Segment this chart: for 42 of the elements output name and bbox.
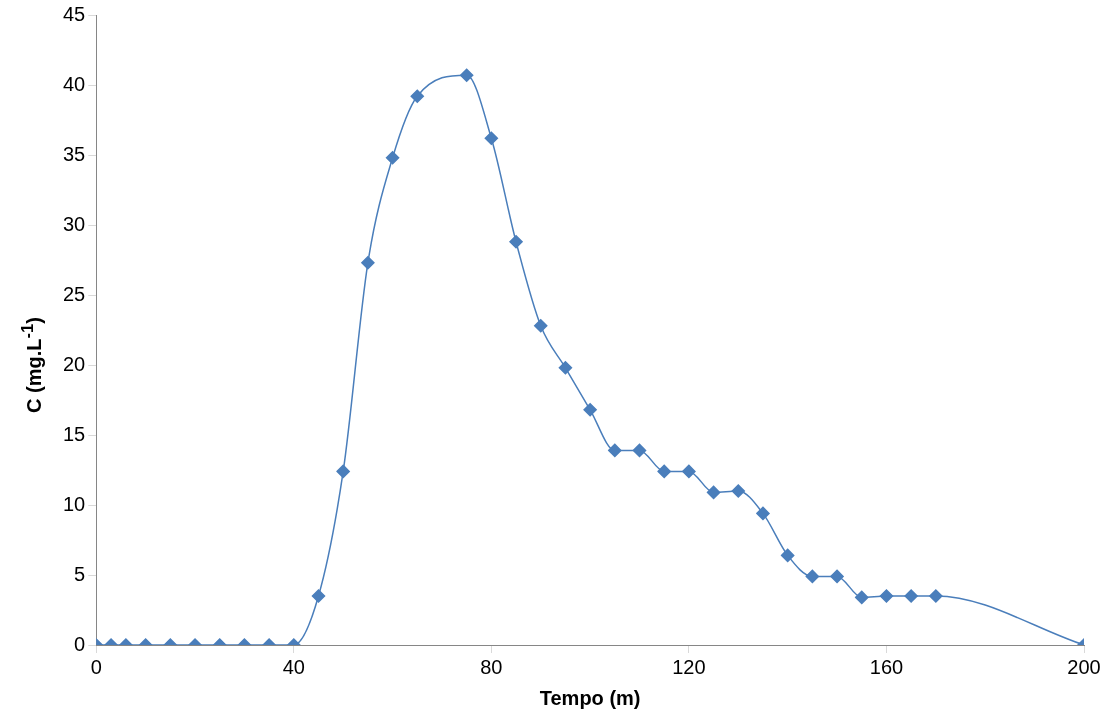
point [805,569,820,584]
y-tick-label: 45 [63,2,86,25]
point [410,89,425,103]
point [608,443,622,458]
point [706,485,721,500]
y-tick-label: 30 [63,212,86,235]
y-tick-label: 10 [63,492,86,515]
x-tick-label: 200 [1067,655,1101,678]
point [904,589,918,603]
x-tick-label: 0 [90,655,102,678]
x-tick-label: 80 [480,655,503,678]
point [558,361,573,375]
x-tick-label: 120 [672,655,706,678]
x-tick-label: 160 [869,655,904,678]
x-tick-label: 40 [282,655,305,678]
point [459,68,474,82]
point [682,464,696,479]
y-tick-label: 5 [74,562,86,585]
point [484,131,499,145]
point [385,151,400,165]
point [879,589,894,603]
point [583,403,597,417]
point [756,506,770,521]
point [855,590,869,605]
point [311,589,326,603]
x-axis-title: Tempo (m) [539,686,641,709]
point [657,464,671,479]
point [731,484,746,498]
point [929,589,943,603]
y-tick-label: 0 [74,632,86,655]
y-tick-label: 40 [63,72,86,95]
y-tick-label: 20 [63,352,86,375]
point [830,569,844,584]
point [632,443,647,458]
y-tick-label: 15 [63,422,86,445]
point [780,548,795,563]
point [533,319,548,333]
y-tick-label: 35 [63,142,86,165]
point [361,256,375,270]
y-tick-label: 25 [63,282,86,305]
point [336,464,350,479]
point [509,235,523,249]
